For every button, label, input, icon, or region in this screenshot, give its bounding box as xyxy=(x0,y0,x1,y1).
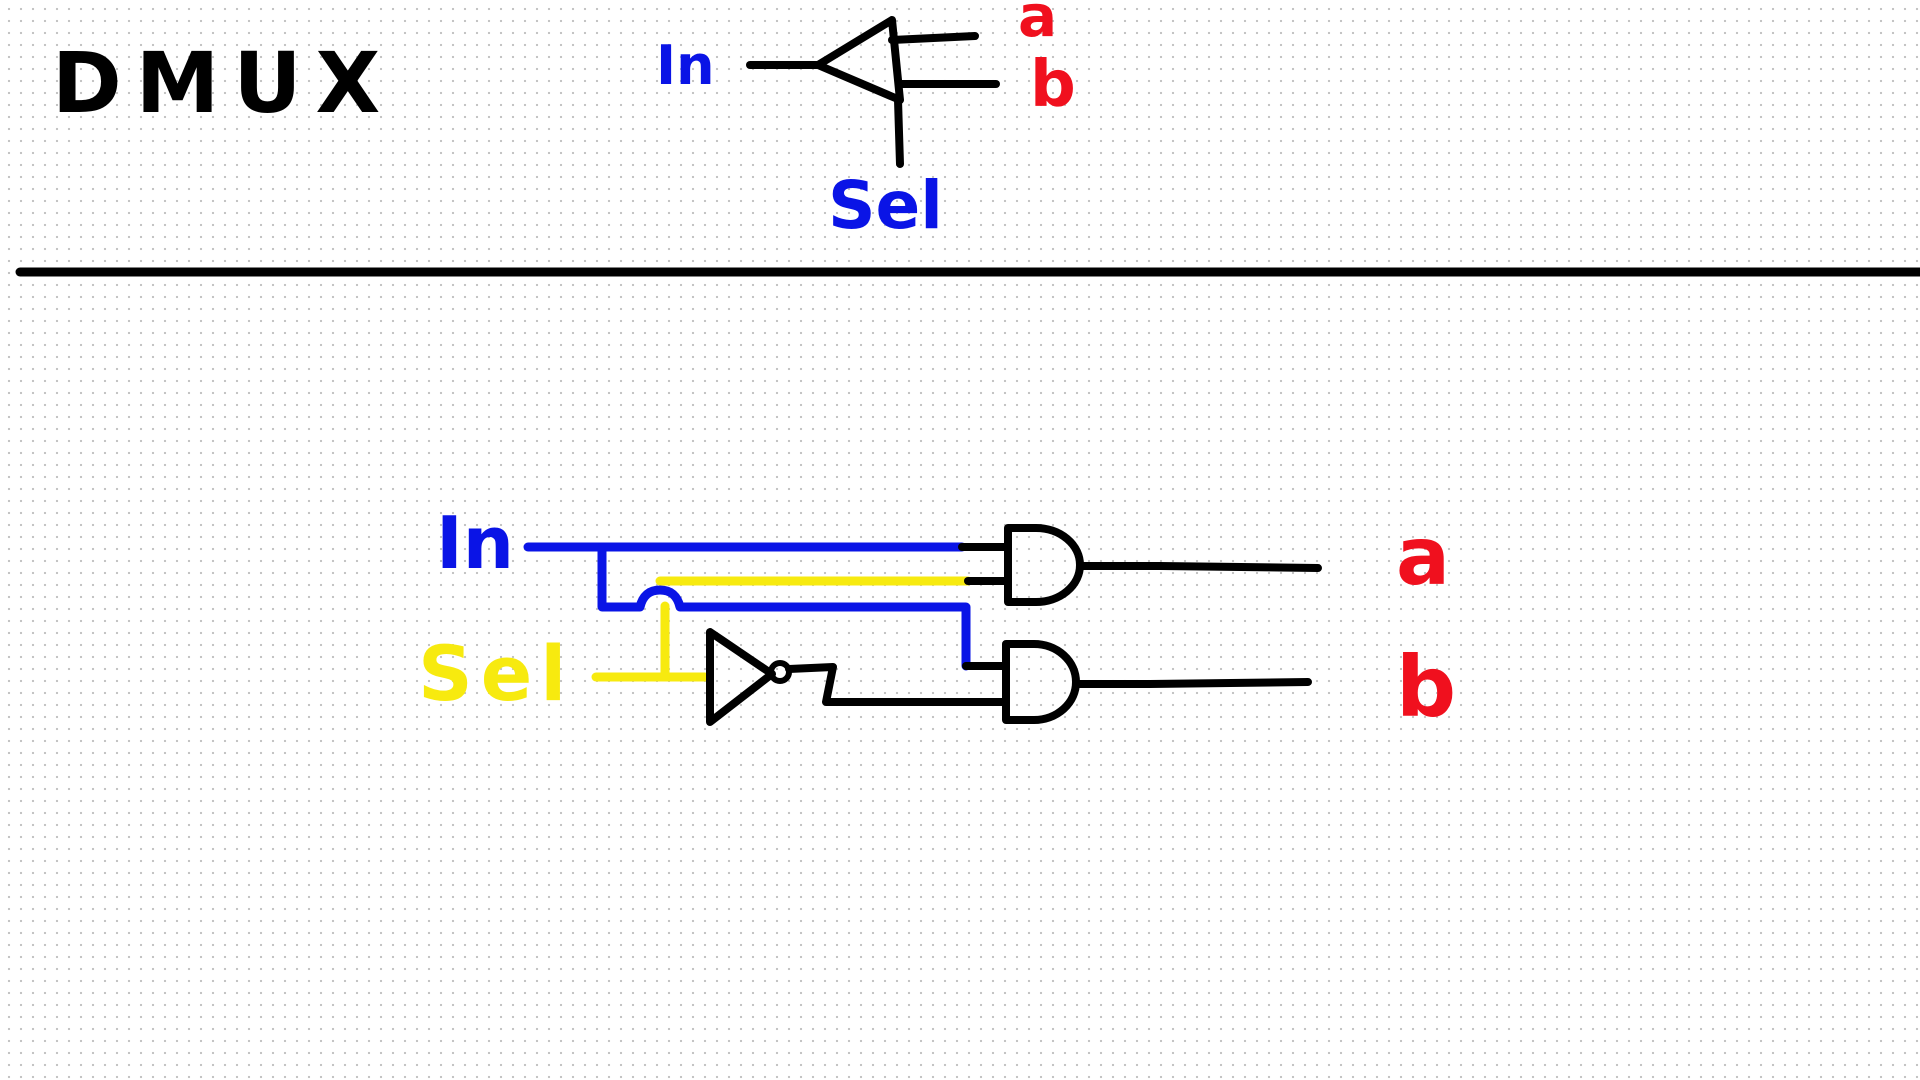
circuit-output-a-label: a xyxy=(1396,510,1450,603)
symbol-triangle xyxy=(814,16,904,104)
and-gate-a xyxy=(1004,524,1084,606)
in-wire-to-and-b xyxy=(597,542,971,671)
symbol-output-a-line xyxy=(888,32,979,44)
circuit-output-b-label: b xyxy=(1396,638,1456,736)
circuit-select-label: Sel xyxy=(418,629,574,718)
symbol-select-label: Sel xyxy=(828,167,943,244)
not-output-wire xyxy=(785,663,1008,706)
not-gate-bubble xyxy=(768,660,792,684)
and-b-output-wire xyxy=(1072,678,1312,688)
symbol-in-label: In xyxy=(656,34,715,97)
symbol-output-a-label: a xyxy=(1018,0,1057,50)
not-gate xyxy=(706,628,776,726)
dmux-circuit: In Sel a b xyxy=(418,501,1456,736)
circuit-in-label: In xyxy=(436,501,514,585)
symbol-select-line xyxy=(894,96,904,168)
and-a-output-wire xyxy=(1078,562,1322,572)
symbol-output-b-label: b xyxy=(1030,48,1076,122)
page-title: DMUX xyxy=(52,34,394,132)
dmux-symbol: In a b Sel xyxy=(656,0,1076,244)
and-gate-b xyxy=(1002,640,1080,724)
